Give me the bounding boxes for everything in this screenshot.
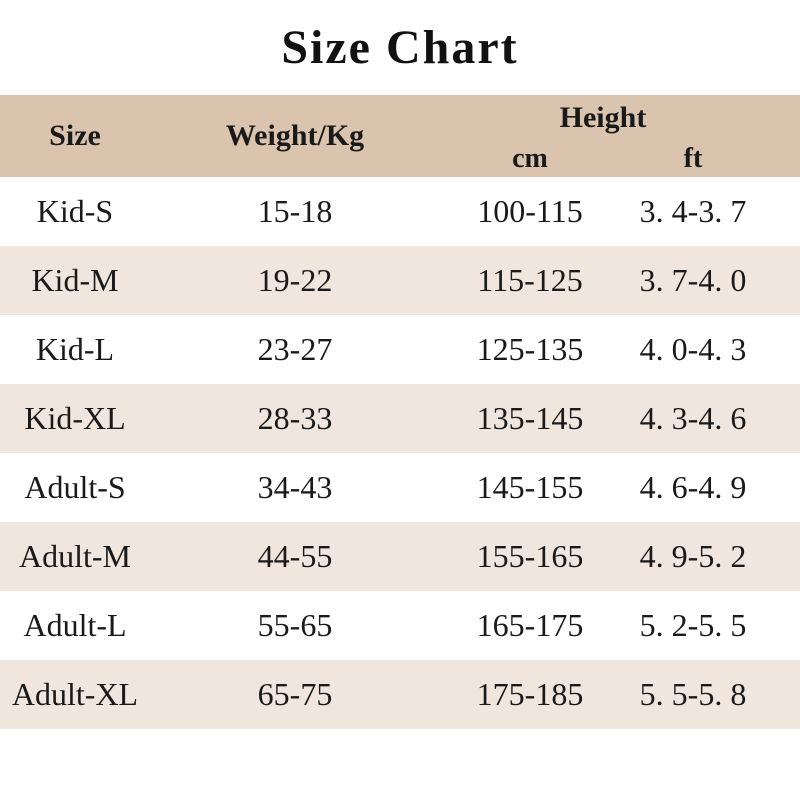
cell-cm: 125-135 (476, 331, 584, 367)
header-height-group: Height cm ft (440, 95, 800, 177)
table-row: Kid-M 19-22 115-125 3. 7-4. 0 (0, 246, 800, 315)
header-height: Height (559, 101, 647, 134)
cell-size: Kid-L (35, 331, 115, 367)
table-body: Kid-S 15-18 100-115 3. 4-3. 7 Kid-M 19-2… (0, 177, 800, 729)
cell-weight: 44-55 (257, 538, 333, 574)
cell-ft: 4. 6-4. 9 (639, 469, 747, 505)
page-title: Size Chart (281, 21, 519, 74)
cell-weight: 19-22 (257, 262, 333, 298)
cell-size: Kid-S (36, 193, 114, 229)
cell-cm: 175-185 (476, 676, 584, 712)
cell-ft: 4. 3-4. 6 (639, 400, 747, 436)
cell-cm: 145-155 (476, 469, 584, 505)
cell-cm: 165-175 (476, 607, 584, 643)
table-header: Size Weight/Kg Height cm ft (0, 95, 800, 177)
table-row: Adult-XL 65-75 175-185 5. 5-5. 8 (0, 660, 800, 729)
table-row: Kid-XL 28-33 135-145 4. 3-4. 6 (0, 384, 800, 453)
cell-cm: 135-145 (476, 400, 584, 436)
cell-size: Adult-S (24, 469, 126, 505)
cell-size: Adult-L (23, 607, 127, 643)
table-row: Adult-L 55-65 165-175 5. 2-5. 5 (0, 591, 800, 660)
header-weight: Weight/Kg (225, 119, 365, 152)
cell-ft: 3. 7-4. 0 (639, 262, 747, 298)
header-cm: cm (512, 143, 548, 174)
cell-cm: 155-165 (476, 538, 584, 574)
cell-weight: 55-65 (257, 607, 333, 643)
cell-cm: 115-125 (477, 262, 583, 298)
header-size: Size (49, 119, 101, 152)
cell-weight: 34-43 (257, 469, 333, 505)
header-height-units: cm ft (440, 141, 800, 177)
cell-size: Adult-M (19, 538, 131, 574)
cell-ft: 5. 5-5. 8 (639, 676, 747, 712)
cell-cm: 100-115 (477, 193, 583, 229)
cell-size: Kid-XL (24, 400, 126, 436)
cell-size: Kid-M (31, 262, 119, 298)
table-row: Kid-L 23-27 125-135 4. 0-4. 3 (0, 315, 800, 384)
cell-ft: 4. 0-4. 3 (639, 331, 747, 367)
cell-weight: 65-75 (257, 676, 333, 712)
cell-ft: 4. 9-5. 2 (639, 538, 747, 574)
cell-ft: 3. 4-3. 7 (639, 193, 747, 229)
table-row: Adult-S 34-43 145-155 4. 6-4. 9 (0, 453, 800, 522)
cell-weight: 23-27 (257, 331, 333, 367)
cell-ft: 5. 2-5. 5 (639, 607, 747, 643)
table-row: Adult-M 44-55 155-165 4. 9-5. 2 (0, 522, 800, 591)
cell-weight: 28-33 (257, 400, 333, 436)
header-ft: ft (683, 143, 703, 174)
table-row: Kid-S 15-18 100-115 3. 4-3. 7 (0, 177, 800, 246)
cell-size: Adult-XL (11, 676, 139, 712)
cell-weight: 15-18 (257, 193, 333, 229)
